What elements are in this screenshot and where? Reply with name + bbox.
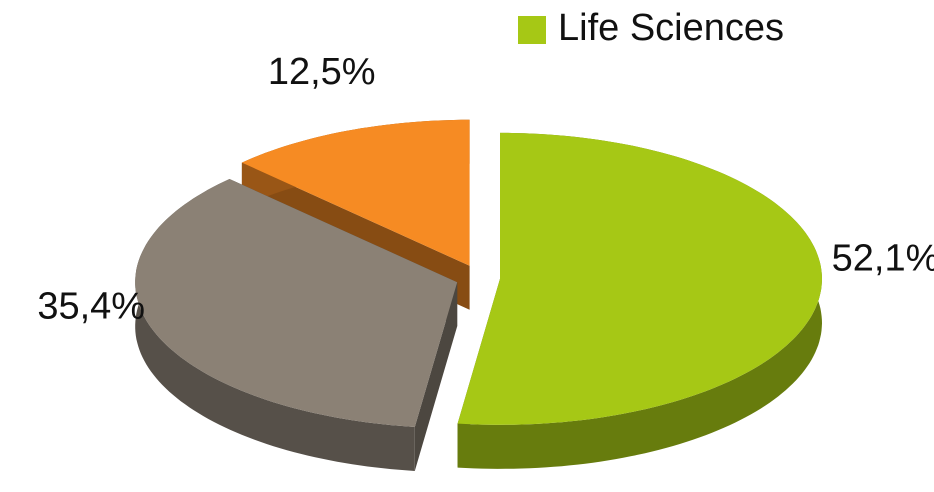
data-label: 52,1% (832, 237, 934, 279)
data-label: 35,4% (37, 285, 145, 327)
slice-side (414, 282, 458, 471)
slice (457, 132, 822, 425)
legend-swatch (518, 16, 546, 44)
slice (135, 179, 458, 427)
legend-label: Life Sciences (558, 7, 784, 49)
slice (241, 119, 470, 266)
data-label: 12,5% (268, 51, 376, 93)
slice-wall (135, 179, 415, 471)
